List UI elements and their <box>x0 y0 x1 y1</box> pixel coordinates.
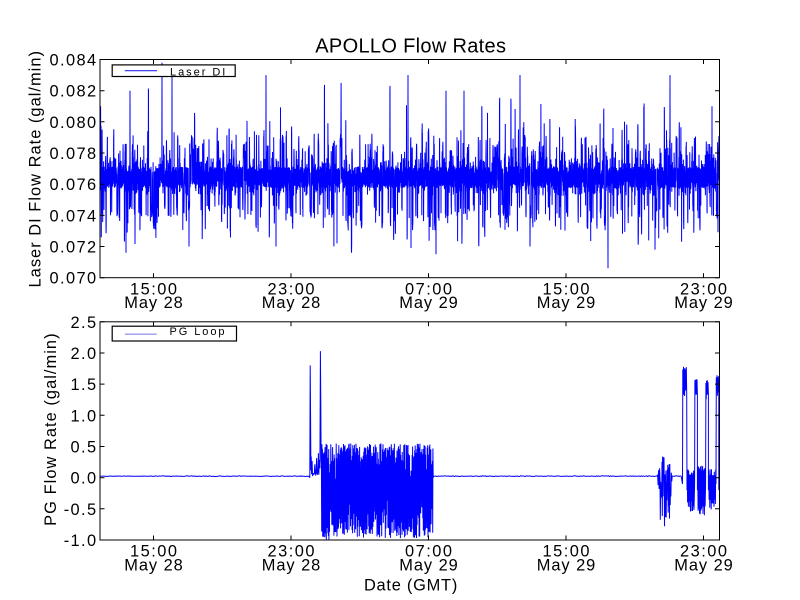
svg-text:23:00: 23:00 <box>268 543 316 561</box>
svg-text:May 29: May 29 <box>399 294 458 312</box>
svg-text:Date (GMT): Date (GMT) <box>364 577 458 595</box>
svg-text:PG Flow Rate (gal/min): PG Flow Rate (gal/min) <box>42 332 60 525</box>
svg-text:1.0: 1.0 <box>71 407 98 425</box>
svg-text:PG Loop: PG Loop <box>170 326 227 338</box>
svg-text:0.084: 0.084 <box>50 52 98 70</box>
svg-text:Laser DI Flow Rate (gal/min): Laser DI Flow Rate (gal/min) <box>27 50 45 287</box>
svg-text:23:00: 23:00 <box>680 280 728 298</box>
svg-text:15:00: 15:00 <box>543 543 591 561</box>
svg-text:0.080: 0.080 <box>50 114 98 132</box>
svg-text:May 29: May 29 <box>674 556 733 574</box>
svg-text:1.5: 1.5 <box>71 376 98 394</box>
svg-text:23:00: 23:00 <box>680 543 728 561</box>
svg-text:0.5: 0.5 <box>71 439 98 457</box>
svg-text:May 29: May 29 <box>537 556 596 574</box>
svg-text:0.082: 0.082 <box>50 83 98 101</box>
svg-text:May 29: May 29 <box>674 294 733 312</box>
svg-text:07:00: 07:00 <box>405 543 453 561</box>
svg-text:15:00: 15:00 <box>130 280 178 298</box>
svg-text:-0.5: -0.5 <box>64 501 98 519</box>
svg-text:07:00: 07:00 <box>405 280 453 298</box>
svg-text:0.076: 0.076 <box>50 176 98 194</box>
svg-text:2.0: 2.0 <box>71 345 98 363</box>
svg-text:2.5: 2.5 <box>71 314 98 332</box>
svg-text:-1.0: -1.0 <box>64 532 98 550</box>
svg-text:May 28: May 28 <box>262 294 321 312</box>
svg-text:May 28: May 28 <box>124 294 183 312</box>
svg-text:Laser DI: Laser DI <box>170 66 227 78</box>
svg-text:0.072: 0.072 <box>50 239 98 257</box>
svg-text:May 28: May 28 <box>124 556 183 574</box>
svg-text:0.070: 0.070 <box>50 270 98 288</box>
svg-text:0.0: 0.0 <box>71 470 98 488</box>
svg-text:May 29: May 29 <box>399 556 458 574</box>
svg-text:May 28: May 28 <box>262 556 321 574</box>
svg-text:23:00: 23:00 <box>268 280 316 298</box>
svg-text:0.078: 0.078 <box>50 145 98 163</box>
svg-text:May 29: May 29 <box>537 294 596 312</box>
svg-text:15:00: 15:00 <box>543 280 591 298</box>
svg-text:15:00: 15:00 <box>130 543 178 561</box>
svg-text:APOLLO Flow Rates: APOLLO Flow Rates <box>315 36 506 58</box>
svg-text:0.074: 0.074 <box>50 207 98 225</box>
